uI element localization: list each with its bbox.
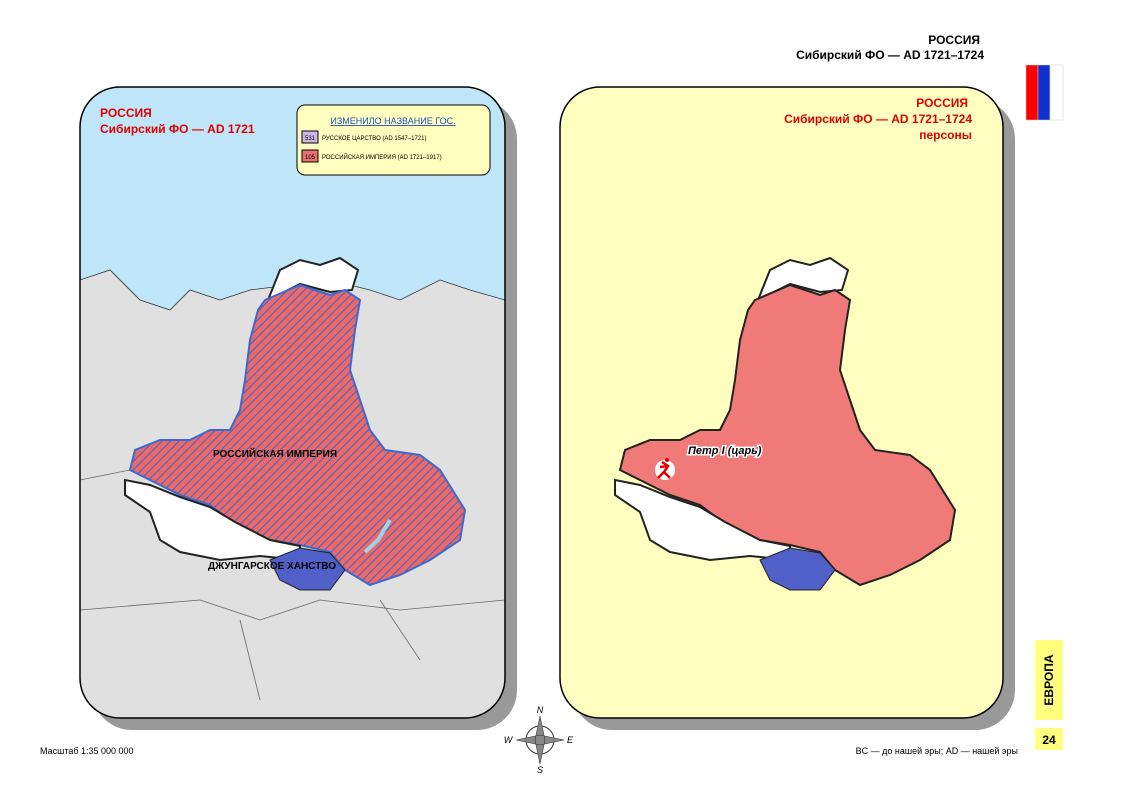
compass: N W E S	[504, 705, 574, 775]
person-icon	[655, 458, 675, 480]
header-title: РОССИЯ	[928, 33, 980, 47]
legend-code: 105	[305, 155, 316, 161]
page-number: 24	[1042, 733, 1056, 747]
legend-label: РУССКОЕ ЦАРСТВО (AD 1547–1721)	[322, 136, 426, 142]
map-label: РОССИЙСКАЯ ИМПЕРИЯ	[213, 447, 337, 460]
scale: Масштаб 1:35 000 000	[40, 746, 134, 756]
map-title: РОССИЯ	[916, 96, 968, 110]
map-label: ДЖУНГАРСКОЕ ХАНСТВО	[208, 561, 336, 572]
legend-code: 531	[305, 136, 316, 142]
section: ЕВРОПА	[1042, 654, 1056, 705]
flag	[1025, 64, 1064, 121]
compass-letter: E	[567, 735, 574, 745]
compass-letter: S	[537, 765, 543, 775]
person-label: Петр I (царь)	[688, 445, 762, 457]
map-title: РОССИЯ	[100, 106, 152, 120]
left-map	[80, 87, 505, 718]
era-note: BC — до нашей эры; AD — нашей эры	[856, 746, 1018, 756]
compass-letter: N	[537, 705, 544, 715]
legend-label: РОССИЙСКАЯ ИМПЕРИЯ (AD 1721–1917)	[322, 153, 442, 161]
section-box	[1035, 640, 1063, 720]
panel-border	[79, 86, 506, 719]
legend-title: ИЗМЕНИЛО НАЗВАНИЕ ГОС.	[330, 116, 455, 126]
map-subtitle: Сибирский ФО — AD 1721	[100, 122, 255, 136]
page-box	[1035, 728, 1063, 750]
header-subtitle: Сибирский ФО — AD 1721–1724	[796, 48, 984, 62]
compass-letter: W	[504, 735, 514, 745]
map-subtitle: персоны	[919, 128, 972, 142]
legend: ИЗМЕНИЛО НАЗВАНИЕ ГОС. 531 РУССКОЕ ЦАРСТ…	[296, 104, 491, 176]
map-subtitle: Сибирский ФО — AD 1721–1724	[784, 112, 972, 126]
